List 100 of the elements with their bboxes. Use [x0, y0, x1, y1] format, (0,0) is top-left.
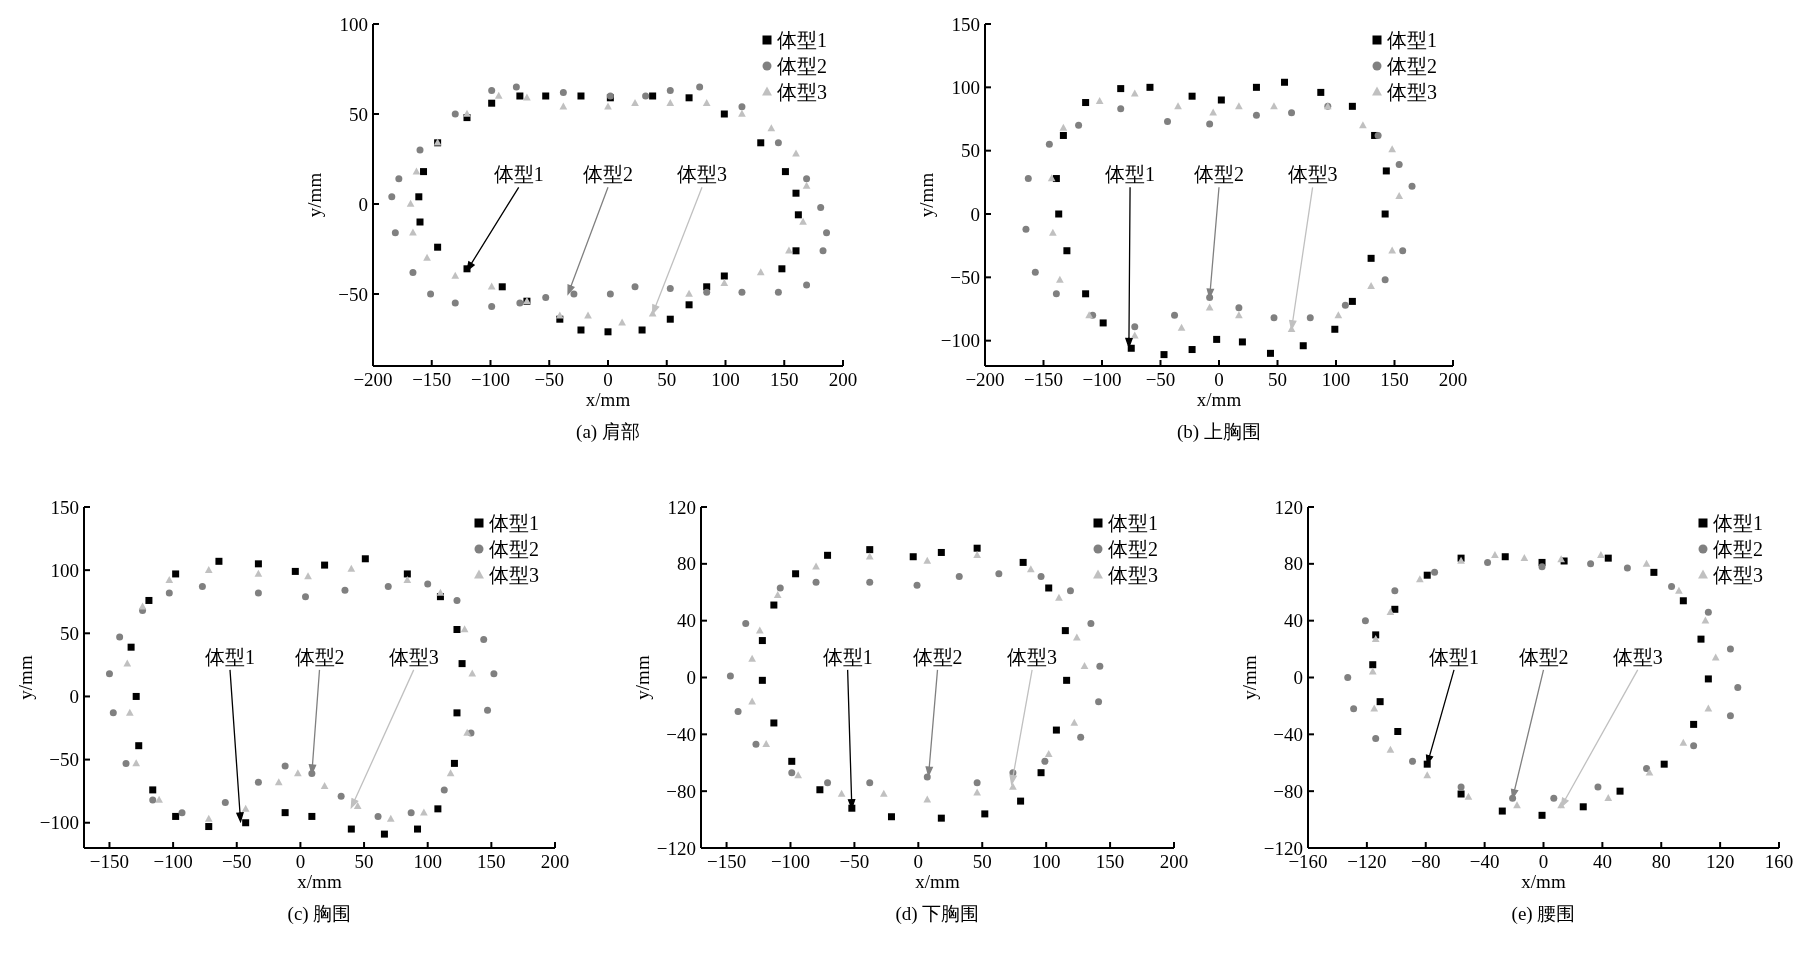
- x-axis-title: x/mm: [915, 871, 960, 892]
- x-tick-label: 200: [828, 369, 858, 390]
- y-tick-label: −50: [338, 283, 368, 305]
- y-tick-label: 80: [1284, 553, 1303, 575]
- y-axis-title: y/mm: [304, 172, 325, 218]
- x-tick-label: −50: [534, 369, 565, 390]
- x-tick-label: 200: [1438, 369, 1468, 390]
- y-tick-label: −80: [666, 780, 696, 802]
- x-tick-label: 0: [1538, 851, 1549, 872]
- x-tick-label: 120: [1705, 851, 1735, 872]
- y-tick-label: 150: [951, 13, 980, 35]
- y-tick-label: −100: [940, 330, 980, 352]
- y-tick-label: −50: [950, 266, 980, 288]
- x-tick-label: 150: [477, 851, 506, 872]
- y-tick-label: −100: [39, 812, 79, 834]
- x-tick-label: 160: [1764, 851, 1794, 872]
- y-tick-label: 0: [686, 667, 696, 689]
- x-tick-label: 200: [540, 851, 570, 872]
- x-tick-label: −200: [965, 369, 1005, 390]
- y-tick-label: 100: [951, 76, 980, 98]
- x-tick-label: −150: [1023, 369, 1064, 390]
- text: (c) 胸围: [287, 903, 352, 925]
- x-axis-title: x/mm: [297, 871, 342, 892]
- y-tick-label: −50: [49, 749, 79, 771]
- legend-label: 体型2: [777, 55, 827, 77]
- y-tick-label: 0: [1293, 667, 1303, 689]
- y-axis-title: y/mm: [632, 655, 653, 700]
- y-tick-label: 150: [50, 496, 79, 518]
- y-tick-label: 100: [339, 13, 368, 35]
- y-tick-label: 0: [358, 193, 368, 215]
- y-tick-label: −40: [666, 723, 696, 745]
- x-tick-label: 0: [603, 369, 613, 390]
- x-tick-label: 100: [711, 369, 740, 390]
- x-tick-label: −80: [1410, 851, 1441, 872]
- y-axis-title: y/mm: [916, 172, 937, 218]
- y-tick-label: 40: [1284, 610, 1303, 632]
- x-axis-title: x/mm: [585, 389, 631, 410]
- x-tick-label: −50: [1145, 369, 1176, 390]
- x-tick-label: −100: [1082, 369, 1122, 390]
- annotation: 体型1: [493, 163, 544, 186]
- legend-label: 体型3: [1108, 564, 1158, 586]
- y-axis-title: y/mm: [1239, 655, 1260, 700]
- legend-label: 体型3: [489, 564, 539, 586]
- x-tick-label: 80: [1651, 851, 1671, 872]
- legend-label: 体型3: [1387, 81, 1437, 103]
- x-tick-label: 100: [1321, 369, 1351, 390]
- y-tick-label: 50: [961, 140, 980, 162]
- text: (a) 肩部: [576, 421, 640, 443]
- y-axis-title: y/mm: [15, 655, 36, 700]
- x-tick-label: 150: [1095, 851, 1125, 872]
- legend-label: 体型3: [1713, 564, 1763, 586]
- annotation: 体型1: [822, 645, 873, 668]
- legend-label: 体型1: [1387, 29, 1437, 51]
- x-tick-label: 100: [413, 851, 442, 872]
- x-tick-label: −100: [470, 369, 511, 390]
- y-tick-label: 120: [1274, 496, 1303, 518]
- annotation: 体型2: [1518, 645, 1569, 668]
- legend-label: 体型1: [1108, 512, 1158, 534]
- y-tick-label: 50: [349, 103, 368, 125]
- annotation: 体型3: [1287, 163, 1338, 186]
- x-tick-label: −100: [153, 851, 193, 872]
- x-tick-label: −40: [1469, 851, 1500, 872]
- y-tick-label: 0: [69, 686, 79, 708]
- x-tick-label: −120: [1347, 851, 1387, 872]
- legend-label: 体型1: [777, 29, 827, 51]
- y-tick-label: 80: [677, 553, 696, 575]
- legend-label: 体型1: [1713, 512, 1763, 534]
- annotation: 体型2: [294, 645, 345, 668]
- text: (e) 腰围: [1511, 903, 1576, 925]
- text: (b) 上胸围: [1177, 421, 1261, 443]
- x-tick-label: −150: [412, 369, 452, 390]
- x-axis-title: x/mm: [1521, 871, 1566, 892]
- x-tick-label: 0: [295, 851, 306, 872]
- legend-label: 体型2: [1108, 538, 1158, 560]
- y-tick-label: 0: [970, 203, 980, 225]
- annotation: 体型3: [1007, 645, 1058, 668]
- x-tick-label: 0: [1214, 369, 1224, 390]
- y-tick-label: 120: [667, 496, 696, 518]
- x-axis-title: x/mm: [1196, 389, 1242, 410]
- legend-label: 体型2: [1387, 55, 1437, 77]
- annotation: 体型2: [1194, 163, 1244, 186]
- y-tick-label: 40: [677, 610, 696, 632]
- x-tick-label: −50: [839, 851, 870, 872]
- x-tick-label: 150: [770, 369, 799, 390]
- x-tick-label: −150: [89, 851, 130, 872]
- x-tick-label: 40: [1592, 851, 1612, 872]
- x-tick-label: 0: [913, 851, 924, 872]
- annotation: 体型1: [1105, 163, 1156, 186]
- annotation: 体型2: [583, 163, 633, 186]
- x-tick-label: −200: [353, 369, 393, 390]
- x-tick-label: −100: [770, 851, 811, 872]
- annotation: 体型1: [1429, 645, 1480, 668]
- legend-label: 体型3: [777, 81, 827, 103]
- y-tick-label: 100: [50, 559, 79, 581]
- y-tick-label: −80: [1273, 780, 1303, 802]
- annotation: 体型3: [677, 163, 727, 186]
- x-tick-label: −150: [706, 851, 747, 872]
- text: (d) 下胸围: [895, 903, 980, 925]
- x-tick-label: 200: [1159, 851, 1189, 872]
- annotation: 体型1: [205, 645, 256, 668]
